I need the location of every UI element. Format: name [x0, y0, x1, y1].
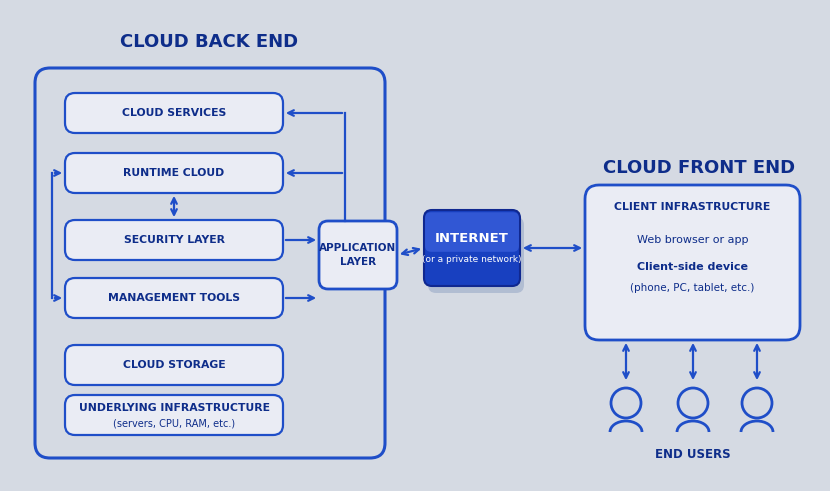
Text: Client-side device: Client-side device: [637, 262, 748, 272]
Text: Web browser or app: Web browser or app: [637, 235, 749, 245]
FancyBboxPatch shape: [425, 212, 519, 252]
Text: UNDERLYING INFRASTRUCTURE: UNDERLYING INFRASTRUCTURE: [79, 403, 270, 413]
FancyBboxPatch shape: [65, 395, 283, 435]
FancyBboxPatch shape: [428, 217, 524, 293]
FancyBboxPatch shape: [65, 278, 283, 318]
Text: CLOUD FRONT END: CLOUD FRONT END: [603, 159, 795, 177]
Text: RUNTIME CLOUD: RUNTIME CLOUD: [124, 168, 225, 178]
FancyBboxPatch shape: [424, 210, 520, 286]
FancyBboxPatch shape: [65, 220, 283, 260]
Text: (servers, CPU, RAM, etc.): (servers, CPU, RAM, etc.): [113, 419, 235, 429]
Text: END USERS: END USERS: [655, 448, 730, 462]
FancyBboxPatch shape: [585, 185, 800, 340]
FancyBboxPatch shape: [65, 153, 283, 193]
Text: CLOUD STORAGE: CLOUD STORAGE: [123, 360, 225, 370]
Text: (or a private network): (or a private network): [422, 255, 522, 265]
Circle shape: [678, 388, 708, 418]
Text: CLOUD BACK END: CLOUD BACK END: [120, 33, 298, 51]
Circle shape: [742, 388, 772, 418]
Text: APPLICATION
LAYER: APPLICATION LAYER: [320, 243, 397, 267]
FancyBboxPatch shape: [65, 345, 283, 385]
FancyBboxPatch shape: [319, 221, 397, 289]
FancyBboxPatch shape: [65, 93, 283, 133]
Text: (phone, PC, tablet, etc.): (phone, PC, tablet, etc.): [630, 283, 754, 293]
Text: INTERNET: INTERNET: [435, 231, 509, 245]
Text: CLIENT INFRASTRUCTURE: CLIENT INFRASTRUCTURE: [614, 202, 770, 212]
Circle shape: [611, 388, 641, 418]
FancyBboxPatch shape: [35, 68, 385, 458]
Text: MANAGEMENT TOOLS: MANAGEMENT TOOLS: [108, 293, 240, 303]
Text: CLOUD SERVICES: CLOUD SERVICES: [122, 108, 226, 118]
Text: SECURITY LAYER: SECURITY LAYER: [124, 235, 224, 245]
